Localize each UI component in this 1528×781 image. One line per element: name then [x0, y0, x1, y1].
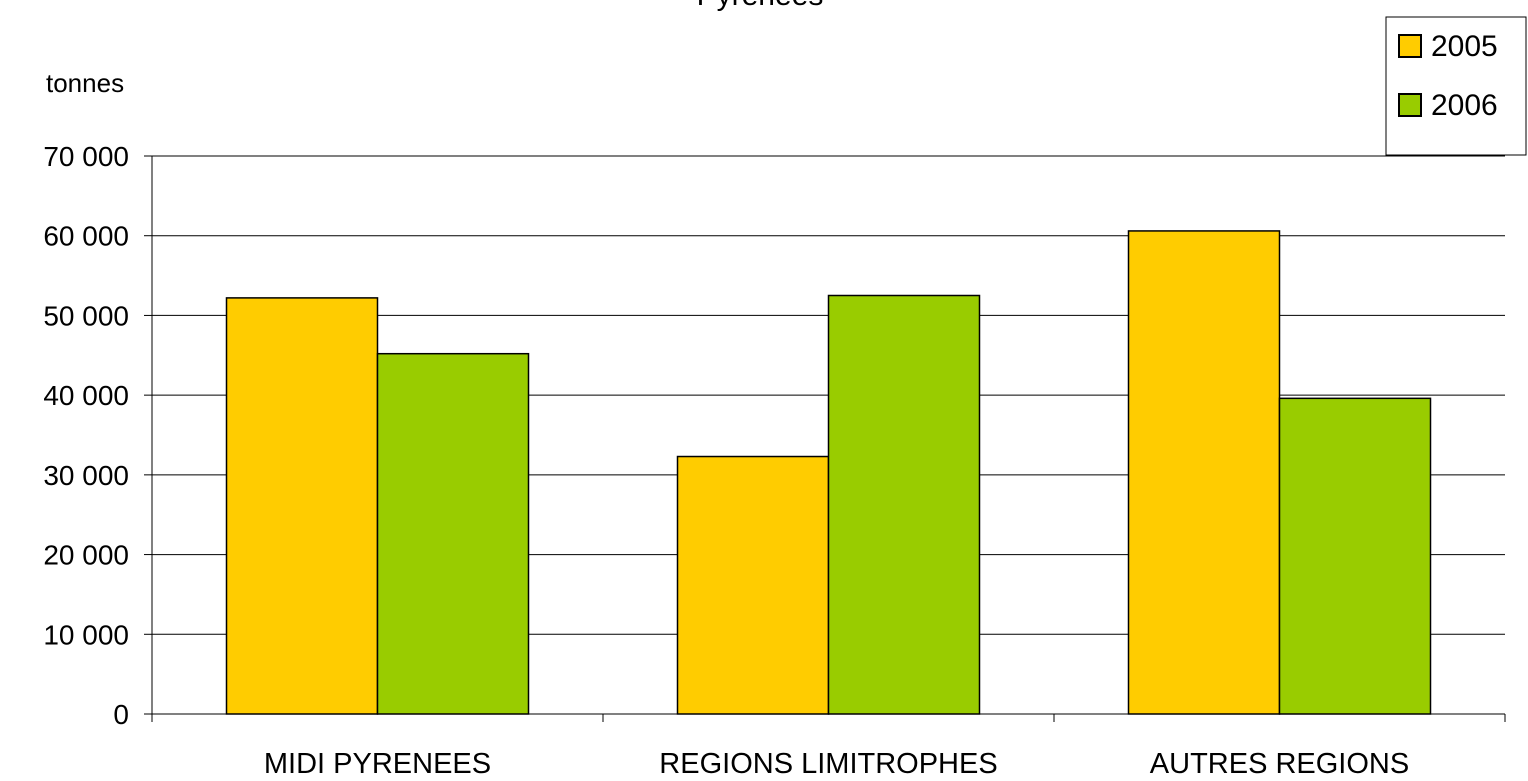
legend-swatch-2006: [1398, 93, 1422, 117]
y-tick-label: 20 000: [43, 540, 129, 571]
x-tick-label: MIDI PYRENEES: [264, 748, 491, 780]
y-tick-labels: 0 10 000 20 000 30 000 40 000 50 000 60 000 70 …: [43, 141, 129, 730]
x-tick-label: AUTRES REGIONS: [1150, 748, 1409, 780]
x-tick-labels: MIDI PYRENEES REGIONS LIMITROPHES AUTRES R…: [264, 748, 1409, 780]
legend: 2005 2006: [1385, 16, 1527, 156]
y-tick-label: 60 000: [43, 221, 129, 252]
legend-label: 2006: [1431, 89, 1498, 122]
bar-2005-2: [1127, 230, 1281, 715]
bars: [225, 230, 1432, 715]
y-tick-label: 0: [113, 699, 129, 730]
y-tick-label: 50 000: [43, 300, 129, 331]
y-tick-label: 10 000: [43, 619, 129, 650]
chart-title: Pyrenees: [697, 0, 824, 12]
legend-label: 2005: [1431, 30, 1498, 63]
y-axis-label: tonnes: [46, 68, 124, 98]
y-tick-label: 40 000: [43, 380, 129, 411]
bar-2006-1: [827, 294, 981, 715]
bar-2005-0: [225, 297, 379, 715]
axes: [144, 155, 1506, 722]
y-tick-label: 70 000: [43, 141, 129, 172]
bar-2005-1: [676, 455, 830, 715]
x-tick-label: REGIONS LIMITROPHES: [659, 748, 997, 780]
bar-2006-2: [1278, 397, 1432, 715]
y-tick-label: 30 000: [43, 460, 129, 491]
legend-swatch-2005: [1398, 34, 1422, 58]
bar-2006-0: [376, 352, 530, 715]
